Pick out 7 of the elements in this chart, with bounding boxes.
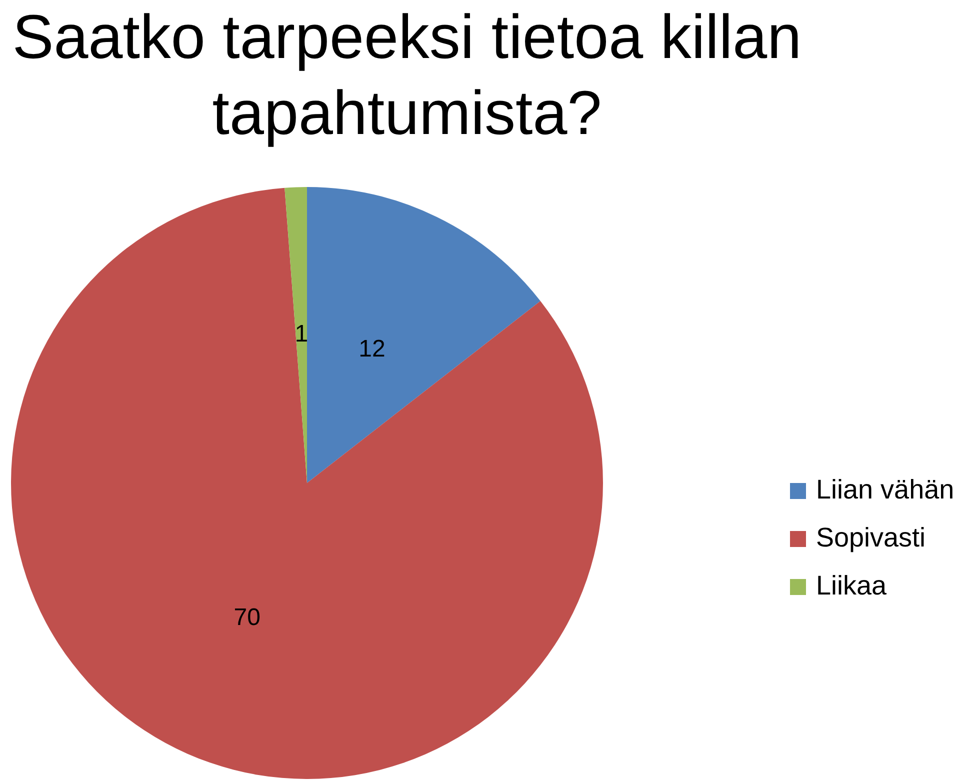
data-label: 12 bbox=[358, 336, 386, 363]
chart-title: Saatko tarpeeksi tietoa killan tapahtumista? bbox=[11, 2, 803, 150]
legend-label: Sopivasti bbox=[816, 522, 926, 552]
data-label: 1 bbox=[294, 320, 308, 348]
legend-label: Liian vähän bbox=[816, 474, 954, 504]
data-label: 70 bbox=[234, 604, 260, 631]
legend-label: Liikaa bbox=[816, 570, 888, 600]
